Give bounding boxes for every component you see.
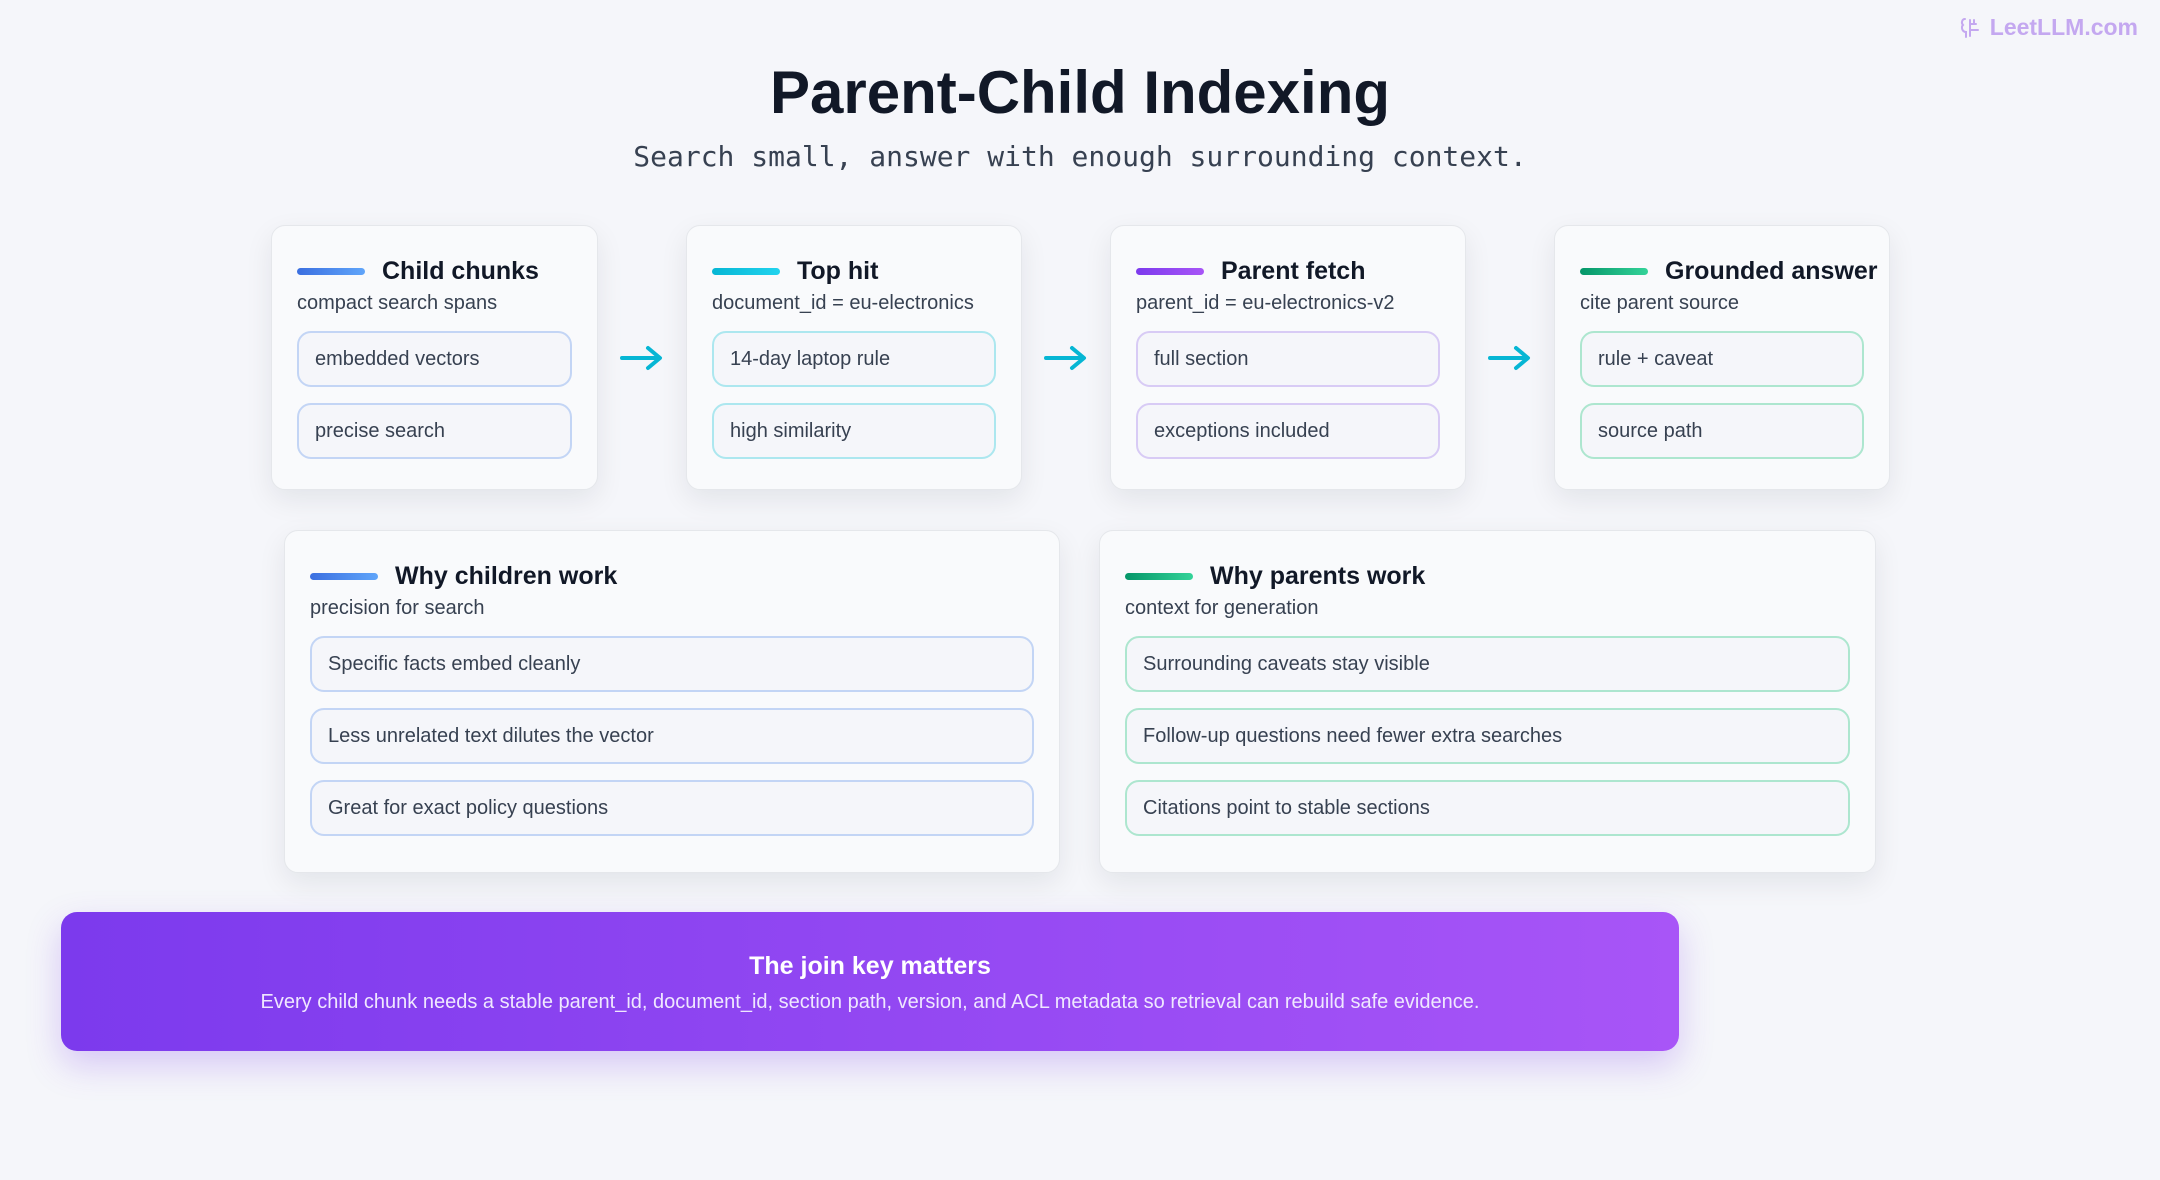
item-pill: Specific facts embed cleanly xyxy=(310,636,1034,692)
item-pill: 14-day laptop rule xyxy=(712,331,996,387)
card-subtitle: parent_id = eu-electronics-v2 xyxy=(1136,292,1395,314)
item-pill: full section xyxy=(1136,331,1440,387)
item-pill: Citations point to stable sections xyxy=(1125,780,1850,836)
logo[interactable]: LeetLLM.com xyxy=(1958,14,2138,41)
card-subtitle: document_id = eu-electronics xyxy=(712,292,974,314)
card-header: Child chunks xyxy=(297,254,572,288)
accent-bar xyxy=(712,267,780,275)
card-title: Parent fetch xyxy=(1221,256,1366,285)
item-pill: embedded vectors xyxy=(297,331,572,387)
item-pill: exceptions included xyxy=(1136,403,1440,459)
flow-arrow xyxy=(620,346,662,370)
item-pill: Less unrelated text dilutes the vector xyxy=(310,708,1034,764)
accent-bar xyxy=(1136,267,1204,275)
item-pill: source path xyxy=(1580,403,1864,459)
accent-bar xyxy=(297,267,365,275)
step-card: Top hit document_id = eu-electronics 14-da… xyxy=(686,225,1022,490)
callout: The join key matters Every child chunk n… xyxy=(61,912,1679,1051)
reason-card: Why children work precision for search Spe… xyxy=(284,530,1060,873)
page-subtitle: Search small, answer with enough surroun… xyxy=(633,140,1527,173)
item-pill: precise search xyxy=(297,403,572,459)
logo-icon xyxy=(1960,17,1979,38)
item-pill: high similarity xyxy=(712,403,996,459)
accent-bar xyxy=(310,572,378,580)
logo-text: LeetLLM.com xyxy=(1989,14,2138,40)
card-header: Why children work xyxy=(310,559,1034,593)
item-pill: Follow-up questions need fewer extra sea… xyxy=(1125,708,1850,764)
card-subtitle: precision for search xyxy=(310,597,485,619)
card-title: Top hit xyxy=(797,256,879,285)
card-header: Parent fetch xyxy=(1136,254,1440,288)
flow-arrow xyxy=(1488,346,1530,370)
item-pill: Great for exact policy questions xyxy=(310,780,1034,836)
card-header: Grounded answer xyxy=(1580,254,1878,288)
card-title: Why parents work xyxy=(1210,561,1426,590)
page-title: Parent-Child Indexing xyxy=(769,59,1391,126)
item-pill: Surrounding caveats stay visible xyxy=(1125,636,1850,692)
step-card: Parent fetch parent_id = eu-electronics-v… xyxy=(1110,225,1466,490)
card-subtitle: cite parent source xyxy=(1580,292,1739,314)
callout-text: Every child chunk needs a stable parent_… xyxy=(260,991,1480,1013)
card-subtitle: compact search spans xyxy=(297,292,498,314)
step-card: Grounded answer cite parent source rule + … xyxy=(1554,225,1890,490)
item-pill: rule + caveat xyxy=(1580,331,1864,387)
card-title: Why children work xyxy=(395,561,618,590)
flow-arrow xyxy=(1044,346,1086,370)
accent-bar xyxy=(1125,572,1193,580)
callout-title: The join key matters xyxy=(749,952,991,980)
card-header: Top hit xyxy=(712,254,996,288)
card-title: Child chunks xyxy=(382,256,539,285)
card-header: Why parents work xyxy=(1125,559,1850,593)
card-subtitle: context for generation xyxy=(1125,597,1319,619)
step-card: Child chunks compact search spans embedded… xyxy=(271,225,598,490)
reason-card: Why parents work context for generation Su… xyxy=(1099,530,1876,873)
card-title: Grounded answer xyxy=(1665,256,1878,285)
accent-bar xyxy=(1580,267,1648,275)
